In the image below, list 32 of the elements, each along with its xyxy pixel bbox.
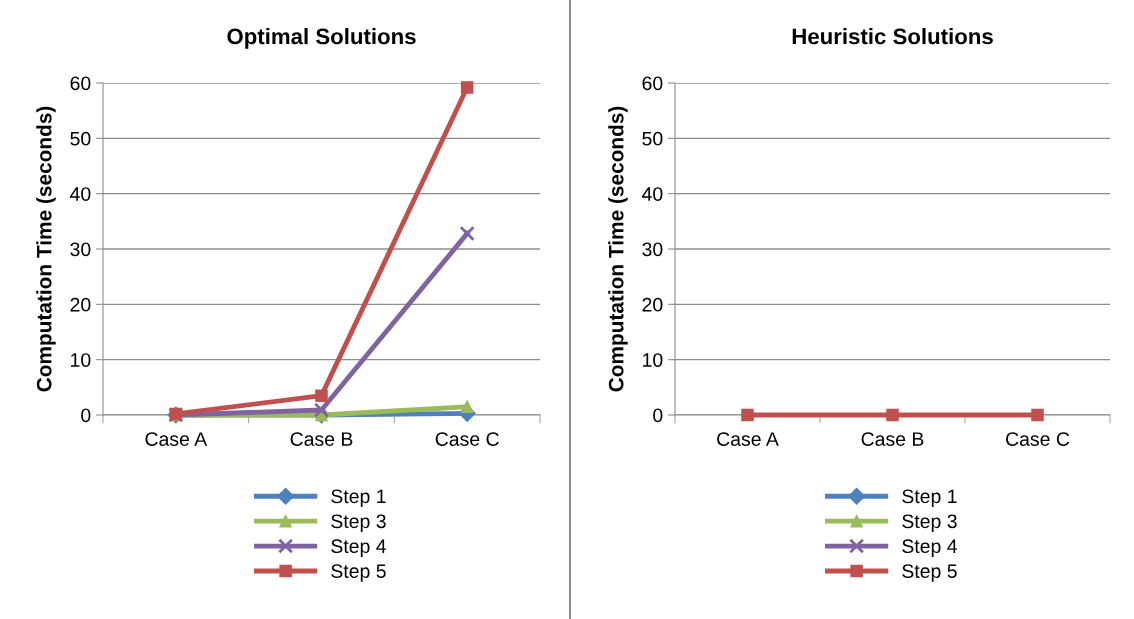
legend-label: Step 1 [331, 489, 386, 508]
y-tick-label: 0 [81, 408, 91, 423]
x-tick-label: Case A [145, 432, 208, 446]
x-tick-label: Case C [1006, 432, 1070, 446]
y-tick-label: 0 [653, 408, 663, 423]
y-axis-title: Computation Time (seconds) [608, 106, 628, 392]
y-tick-label: 60 [642, 76, 663, 91]
x-tick-label: Case B [861, 432, 924, 446]
chart-title: Optimal Solutions [227, 28, 416, 49]
x-tick-label: Case A [717, 432, 779, 446]
x-tick-label: Case B [290, 432, 353, 446]
y-tick-label: 50 [642, 131, 663, 146]
y-tick-label: 20 [70, 297, 91, 312]
y-tick-label: 30 [642, 242, 663, 257]
chart-title: Heuristic Solutions [792, 28, 993, 45]
y-tick-label: 60 [70, 76, 91, 91]
y-tick-label: 40 [642, 187, 663, 201]
legend-label: Step 5 [331, 564, 386, 582]
x-tick-label: Case C [435, 432, 499, 446]
legend-label: Step 5 [902, 564, 957, 582]
y-tick-label: 30 [70, 242, 91, 257]
legend-label: Step 1 [902, 489, 957, 508]
y-tick-label: 50 [70, 131, 91, 146]
y-axis-title: Computation Time (seconds) [36, 106, 56, 392]
legend-label: Step 4 [902, 539, 957, 557]
y-tick-label: 10 [643, 353, 663, 367]
y-tick-label: 10 [71, 353, 91, 367]
y-tick-label: 40 [70, 187, 91, 201]
legend-label: Step 3 [331, 514, 386, 532]
legend-label: Step 4 [331, 539, 386, 557]
legend-label: Step 3 [902, 514, 957, 532]
y-tick-label: 20 [642, 297, 663, 312]
